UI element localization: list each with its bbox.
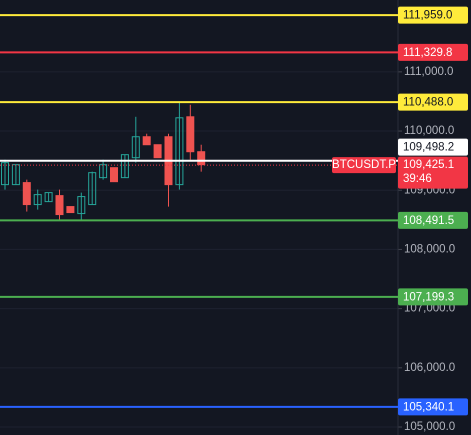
level-label: 109,498.2 bbox=[403, 142, 454, 154]
level-label: 107,199.3 bbox=[403, 291, 454, 303]
level-label-box bbox=[398, 138, 468, 156]
candle-body bbox=[1, 162, 9, 186]
y-tick-label: 107,000.0 bbox=[404, 303, 455, 315]
level-label: 111,329.8 bbox=[403, 47, 452, 59]
candle-body bbox=[55, 195, 64, 216]
y-tick-label: 105,000.0 bbox=[404, 421, 455, 433]
level-label-box bbox=[398, 398, 468, 416]
symbol-label: BTCUSDT.P bbox=[332, 159, 396, 171]
level-label: 110,488.0 bbox=[403, 97, 453, 109]
level-label: 105,340.1 bbox=[403, 401, 454, 413]
level-label-box bbox=[398, 6, 468, 24]
candle-body bbox=[110, 167, 118, 183]
candle-body bbox=[44, 192, 53, 203]
candle-body bbox=[88, 172, 97, 206]
level-label-box bbox=[398, 211, 468, 229]
candle-body bbox=[33, 194, 42, 206]
y-tick-label: 106,000.0 bbox=[404, 362, 455, 374]
level-label: 108,491.5 bbox=[403, 215, 454, 227]
countdown-label: 39:46 bbox=[403, 173, 432, 185]
level-label-box bbox=[398, 93, 468, 111]
level-label-box bbox=[398, 43, 468, 61]
level-label-box bbox=[398, 288, 468, 306]
candle-body bbox=[197, 151, 206, 166]
level-label: 111,959.0 bbox=[403, 10, 452, 22]
candle-body bbox=[186, 116, 195, 153]
candle-body bbox=[120, 154, 129, 179]
y-tick-label: 111,000.0 bbox=[404, 66, 453, 78]
candle-body bbox=[99, 164, 108, 179]
candle-body bbox=[22, 182, 31, 206]
symbol-box bbox=[332, 157, 396, 174]
candle-body bbox=[175, 117, 184, 186]
candle-body bbox=[153, 144, 162, 159]
candle-body bbox=[131, 136, 140, 159]
candle-body bbox=[66, 206, 75, 214]
candle-body bbox=[142, 136, 151, 146]
candle-body bbox=[77, 196, 86, 215]
last-price-label: 109,425.1 bbox=[403, 159, 454, 171]
last-price-box bbox=[398, 156, 468, 189]
y-tick-label: 108,000.0 bbox=[404, 243, 455, 255]
y-tick-label: 110,000.0 bbox=[404, 125, 454, 137]
